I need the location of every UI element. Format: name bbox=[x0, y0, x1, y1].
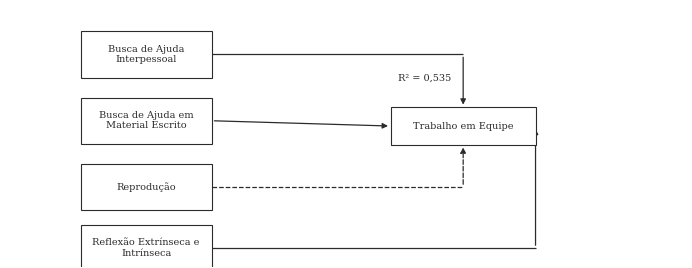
Text: Busca de Ajuda
Interpessoal: Busca de Ajuda Interpessoal bbox=[108, 45, 184, 64]
Text: Reprodução: Reprodução bbox=[116, 182, 176, 192]
FancyBboxPatch shape bbox=[81, 225, 212, 268]
Text: Trabalho em Equipe: Trabalho em Equipe bbox=[413, 122, 513, 131]
Text: Reflexão Extrínseca e
Intrínseca: Reflexão Extrínseca e Intrínseca bbox=[93, 238, 200, 258]
FancyBboxPatch shape bbox=[81, 31, 212, 78]
FancyBboxPatch shape bbox=[391, 107, 536, 145]
Text: Busca de Ajuda em
Material Escrito: Busca de Ajuda em Material Escrito bbox=[99, 111, 194, 131]
FancyBboxPatch shape bbox=[81, 98, 212, 144]
Text: R² = 0,535: R² = 0,535 bbox=[398, 73, 451, 82]
FancyBboxPatch shape bbox=[81, 164, 212, 210]
